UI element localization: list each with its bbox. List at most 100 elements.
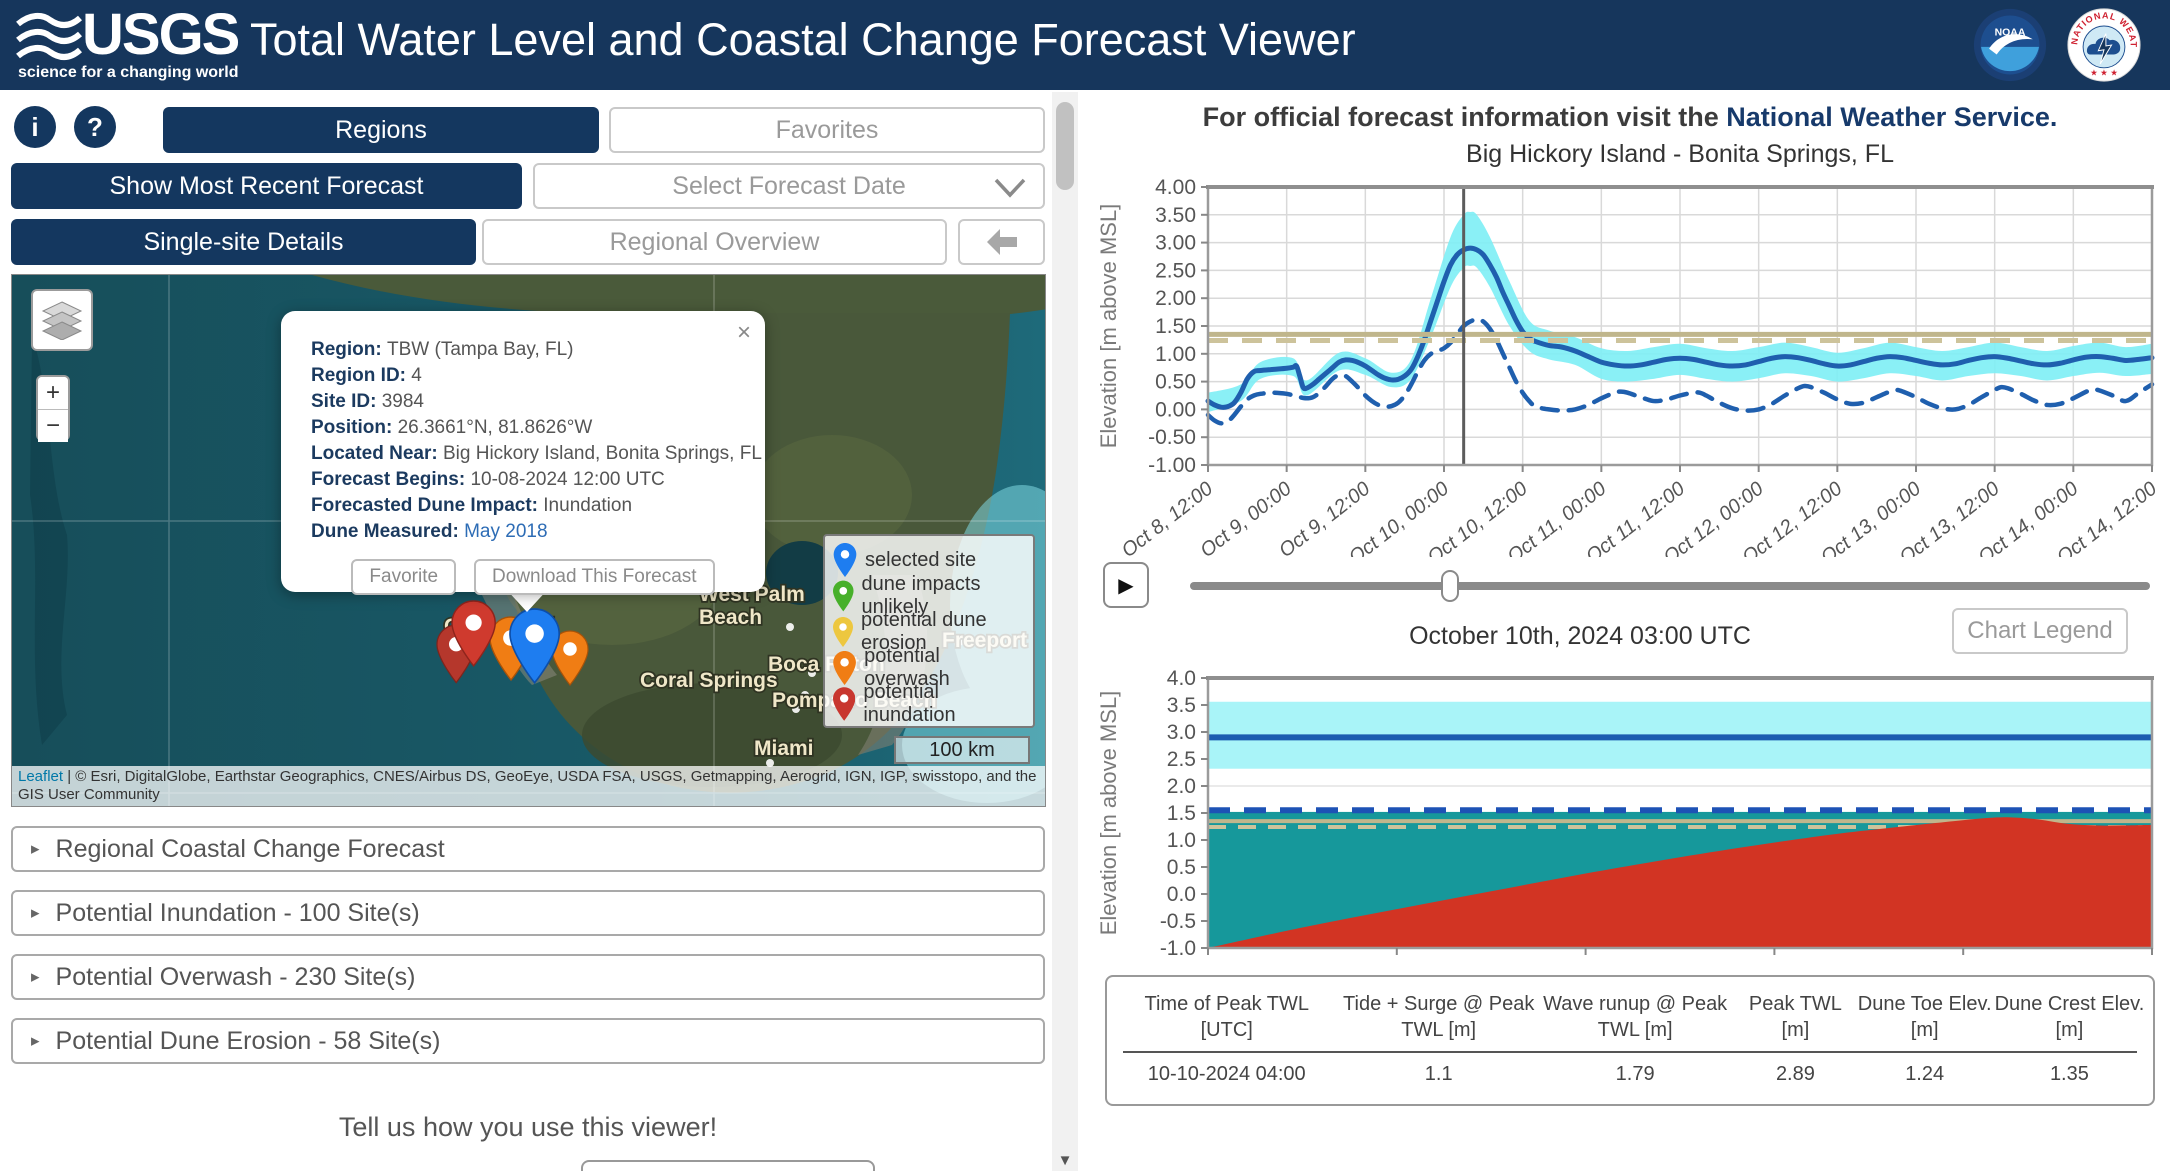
- popup-row: Region ID: 4: [311, 365, 422, 386]
- svg-text:2.0: 2.0: [1167, 775, 1196, 798]
- popup-value: Big Hickory Island, Bonita Springs, FL: [442, 443, 762, 464]
- svg-text:-0.50: -0.50: [1148, 426, 1196, 449]
- zoom-in-button[interactable]: +: [38, 377, 68, 410]
- pin-inundation[interactable]: [451, 600, 497, 667]
- map-legend-item: selected site: [833, 542, 1025, 578]
- svg-text:1.50: 1.50: [1155, 315, 1196, 338]
- regional-overview-button[interactable]: Regional Overview: [482, 219, 947, 265]
- map-city-label: Miami: [754, 737, 814, 760]
- nws-link[interactable]: National Weather Service.: [1726, 102, 2058, 132]
- zoom-out-button[interactable]: −: [38, 410, 68, 442]
- favorite-button[interactable]: Favorite: [351, 559, 457, 595]
- accordion-label: Potential Overwash - 230 Site(s): [55, 962, 416, 991]
- map-legend-label: dune impacts unlikely: [861, 573, 981, 618]
- show-most-recent-forecast-button[interactable]: Show Most Recent Forecast: [11, 163, 522, 209]
- svg-text:NOAA: NOAA: [1995, 28, 2026, 39]
- back-button[interactable]: [958, 219, 1045, 265]
- scrollbar-down-arrow[interactable]: ▼: [1057, 1152, 1073, 1169]
- download-forecast-button[interactable]: Download This Forecast: [474, 559, 715, 595]
- tab-favorites[interactable]: Favorites: [609, 107, 1045, 153]
- map-legend-item: potential inundation: [833, 681, 1025, 726]
- accordion-label: Potential Dune Erosion - 58 Site(s): [55, 1026, 441, 1055]
- map-pin-icon: [833, 617, 853, 647]
- pin-selected-site[interactable]: [508, 607, 561, 684]
- usgs-tagline: science for a changing world: [18, 64, 239, 81]
- svg-text:4.00: 4.00: [1155, 176, 1196, 199]
- accordion-potential-overwash-230-site-s[interactable]: ▸ Potential Overwash - 230 Site(s): [11, 954, 1045, 1000]
- timeseries-chart: 4.00 3.50 3.00 2.50 2.00 1.50 1.00 0.50 0.00 -0.5…: [1096, 176, 2161, 557]
- map-legend-label: potential dune erosion: [861, 609, 987, 654]
- table-value-cell: 1.35: [2049, 1063, 2089, 1085]
- accordion-potential-inundation-100-site-s[interactable]: ▸ Potential Inundation - 100 Site(s): [11, 890, 1045, 936]
- map-pin-icon: [833, 580, 854, 612]
- left-panel-scrollbar[interactable]: ▼: [1052, 92, 1078, 1171]
- popup-value: Inundation: [543, 495, 633, 516]
- svg-text:1.5: 1.5: [1167, 802, 1196, 825]
- svg-text:3.5: 3.5: [1167, 694, 1196, 717]
- popup-close-icon[interactable]: ×: [736, 319, 751, 346]
- attribution-text: | © Esri, DigitalGlobe, Earthstar Geogra…: [18, 768, 1037, 803]
- svg-text:Elevation [m above MSL]: Elevation [m above MSL]: [1096, 204, 1121, 449]
- svg-text:2.00: 2.00: [1155, 287, 1196, 310]
- svg-text:0.50: 0.50: [1155, 371, 1196, 394]
- popup-value: 26.3661°N, 81.8626°W: [397, 417, 593, 438]
- accordion-caret-icon: ▸: [31, 903, 40, 922]
- feedback-prompt: Tell us how you use this viewer!: [338, 1112, 718, 1142]
- popup-row: Located Near: Big Hickory Island, Bonita…: [311, 443, 762, 464]
- layers-icon: [41, 301, 83, 340]
- play-button[interactable]: ▶: [1103, 562, 1149, 608]
- table-divider: [1123, 1051, 2137, 1053]
- table-value-cell: 2.89: [1775, 1063, 1815, 1085]
- zoom-control: + −: [36, 375, 70, 442]
- time-slider-handle[interactable]: [1441, 570, 1459, 602]
- svg-text:0.0: 0.0: [1167, 883, 1196, 906]
- info-button[interactable]: i: [14, 106, 56, 148]
- svg-text:0.5: 0.5: [1167, 856, 1196, 879]
- map-city-label: Coral Springs: [640, 669, 778, 692]
- svg-text:0.00: 0.00: [1155, 398, 1196, 421]
- site-popup: × Region: TBW (Tampa Bay, FL) Region ID: …: [281, 311, 765, 595]
- leaflet-link[interactable]: Leaflet: [18, 768, 64, 785]
- chart-legend-button[interactable]: Chart Legend: [1952, 608, 2128, 654]
- help-button[interactable]: ?: [74, 106, 116, 148]
- svg-text:-0.5: -0.5: [1160, 910, 1196, 933]
- tab-regions[interactable]: Regions: [163, 107, 599, 153]
- map-legend-label: potential inundation: [863, 681, 956, 726]
- time-slider[interactable]: [1190, 570, 2150, 602]
- select-forecast-date-dropdown[interactable]: Select Forecast Date: [533, 163, 1045, 209]
- popup-row: Region: TBW (Tampa Bay, FL): [311, 339, 574, 360]
- map-legend: selected site dune impacts unlikely potent…: [823, 534, 1035, 728]
- popup-buttons: Favorite Download This Forecast: [311, 559, 755, 595]
- table-value-cell: 1.1: [1424, 1063, 1453, 1085]
- nws-logo[interactable]: NATIONAL WEATHER SERVICE ★ ★ ★: [2066, 7, 2142, 83]
- accordion-regional-coastal-change-forecast[interactable]: ▸ Regional Coastal Change Forecast: [11, 826, 1045, 872]
- popup-value-link[interactable]: May 2018: [464, 521, 548, 542]
- table-value-cell: 1.79: [1615, 1063, 1655, 1085]
- table-header-cell: Wave runup @ Peak TWL [m]: [1543, 993, 1728, 1041]
- page-title: Total Water Level and Coastal Change For…: [250, 14, 1356, 65]
- table-header-cell: Tide + Surge @ Peak TWL [m]: [1343, 993, 1535, 1041]
- feedback-button-partial[interactable]: [581, 1160, 875, 1171]
- svg-text:1.0: 1.0: [1167, 829, 1196, 852]
- usgs-wave-icon: [16, 12, 82, 60]
- table-header-cell: Dune Toe Elev. [m]: [1857, 993, 1992, 1041]
- scrollbar-thumb[interactable]: [1056, 102, 1074, 190]
- chevron-down-icon: [994, 178, 1026, 198]
- map-legend-item: dune impacts unlikely: [833, 573, 1025, 618]
- accordion-label: Potential Inundation - 100 Site(s): [55, 898, 420, 927]
- popup-row: Position: 26.3661°N, 81.8626°W: [311, 417, 593, 438]
- header: USGS science for a changing world Total …: [0, 0, 2170, 90]
- back-arrow-icon: [986, 229, 1017, 255]
- accordion-potential-dune-erosion-58-site-s[interactable]: ▸ Potential Dune Erosion - 58 Site(s): [11, 1018, 1045, 1064]
- svg-text:2.50: 2.50: [1155, 259, 1196, 282]
- layers-control-button[interactable]: [31, 289, 93, 351]
- popup-value: 10-08-2024 12:00 UTC: [470, 469, 665, 490]
- table-header-row: Time of Peak TWL [UTC] Tide + Surge @ Peak…: [1113, 991, 2147, 1043]
- svg-text:3.00: 3.00: [1155, 232, 1196, 255]
- usgs-logo[interactable]: USGS: [16, 6, 240, 68]
- noaa-logo[interactable]: NOAA: [1972, 7, 2048, 83]
- map-scale-bar: 100 km: [894, 736, 1030, 764]
- map-site-pins[interactable]: [436, 600, 589, 686]
- single-site-details-button[interactable]: Single-site Details: [11, 219, 476, 265]
